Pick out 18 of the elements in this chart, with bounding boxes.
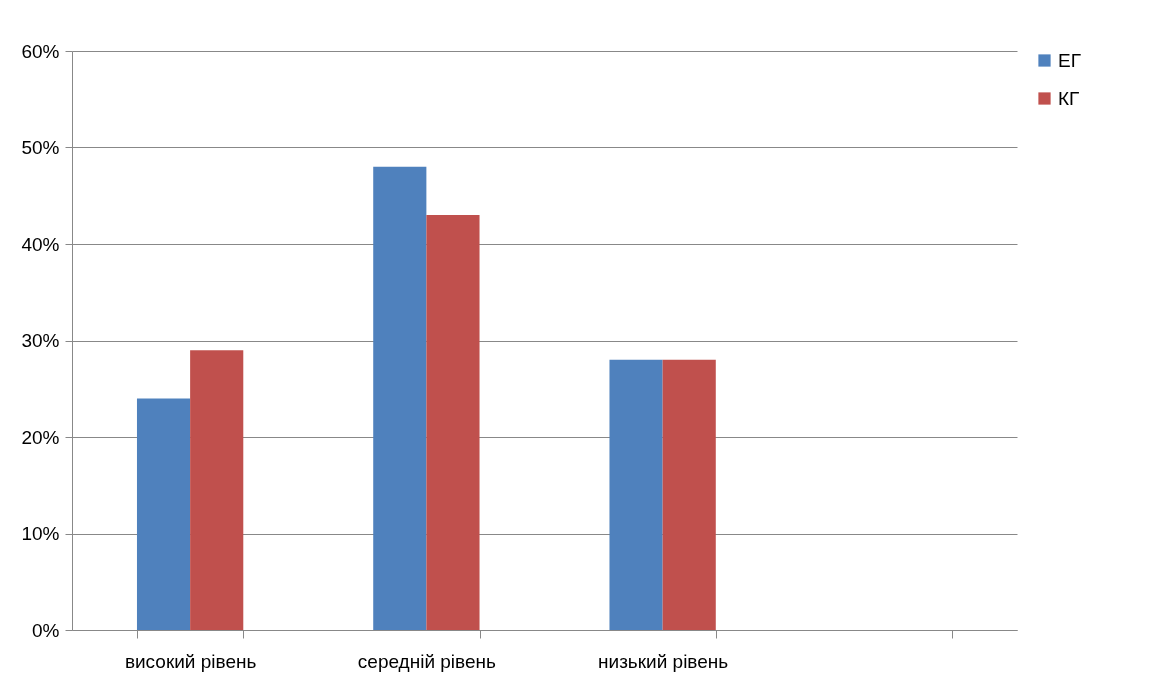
- y-tick-label: 20%: [21, 426, 60, 448]
- bar: [609, 359, 663, 630]
- y-tick-label: 10%: [21, 523, 60, 544]
- bar: [426, 215, 480, 630]
- y-tick-label: 60%: [21, 40, 60, 62]
- bar: [373, 166, 427, 630]
- bar: [136, 398, 191, 630]
- y-tick-label: 50%: [21, 137, 60, 158]
- bar: [662, 359, 716, 630]
- legend-label: КГ: [1058, 87, 1080, 109]
- x-tick-label: високий рівень: [124, 650, 257, 672]
- y-tick-label: 0%: [32, 619, 60, 641]
- y-tick-label: 30%: [21, 330, 60, 351]
- legend-label: ЕГ: [1058, 49, 1081, 71]
- bar: [190, 350, 244, 630]
- x-tick-label: середній рівень: [357, 650, 497, 672]
- x-tick-label: низький рівень: [598, 650, 729, 672]
- y-tick-label: 40%: [21, 233, 60, 255]
